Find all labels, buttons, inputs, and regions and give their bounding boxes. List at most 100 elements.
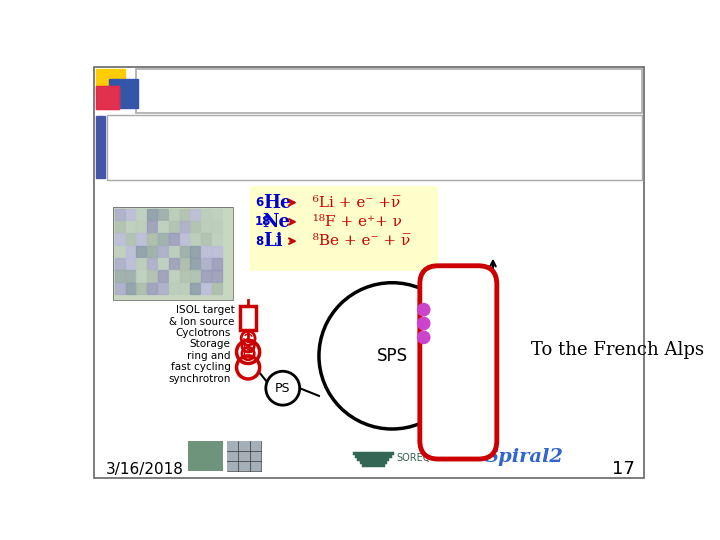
Bar <box>179 258 189 269</box>
Text: PS: PS <box>275 382 290 395</box>
Bar <box>96 69 125 96</box>
Bar <box>212 271 222 282</box>
Bar <box>227 441 261 471</box>
Bar <box>126 283 135 294</box>
Bar <box>190 233 200 245</box>
Text: He: He <box>263 194 291 212</box>
Bar <box>201 283 211 294</box>
Bar <box>212 283 222 294</box>
Bar <box>148 258 157 269</box>
Bar <box>168 258 179 269</box>
Bar <box>115 209 125 220</box>
Text: The β-beam Concept: The β-beam Concept <box>230 76 548 106</box>
Bar <box>115 283 125 294</box>
Bar <box>201 246 211 257</box>
Bar <box>168 221 179 233</box>
Circle shape <box>418 331 430 343</box>
Text: neutrino) beam directed at neutrino detectors via: neutrino) beam directed at neutrino dete… <box>113 139 526 158</box>
Bar <box>168 271 179 282</box>
Bar <box>212 233 222 245</box>
Text: Li: Li <box>263 232 282 250</box>
Bar <box>96 86 119 110</box>
Bar <box>115 271 125 282</box>
Bar <box>201 258 211 269</box>
Bar <box>158 283 168 294</box>
Bar <box>126 221 135 233</box>
Bar <box>137 271 146 282</box>
Text: 18: 18 <box>255 215 271 228</box>
Bar <box>137 209 146 220</box>
FancyBboxPatch shape <box>420 266 497 459</box>
Bar <box>250 186 438 271</box>
Bar <box>115 221 125 233</box>
Bar <box>188 441 222 471</box>
Bar <box>148 283 157 294</box>
Bar <box>212 221 222 233</box>
Bar <box>137 258 146 269</box>
Bar <box>158 221 168 233</box>
Bar <box>137 283 146 294</box>
Bar <box>148 246 157 257</box>
Text: To the French Alps: To the French Alps <box>531 341 703 359</box>
Circle shape <box>418 303 430 316</box>
Text: 3/16/2018: 3/16/2018 <box>106 462 184 477</box>
Bar <box>158 258 168 269</box>
Bar <box>115 258 125 269</box>
Bar <box>107 115 642 180</box>
Bar <box>179 246 189 257</box>
Bar <box>126 209 135 220</box>
Text: β decay of accelerated radioactive ions: β decay of accelerated radioactive ions <box>113 153 441 171</box>
Bar <box>190 258 200 269</box>
Bar <box>115 246 125 257</box>
Bar <box>179 209 189 220</box>
Bar <box>113 207 233 300</box>
Text: SPS: SPS <box>377 347 408 365</box>
Bar <box>168 283 179 294</box>
Bar <box>168 233 179 245</box>
Text: 17: 17 <box>612 460 634 478</box>
Bar <box>126 258 135 269</box>
Bar <box>126 246 135 257</box>
Bar <box>168 209 179 220</box>
Bar <box>201 221 211 233</box>
Bar <box>179 271 189 282</box>
Bar <box>113 207 233 300</box>
Bar <box>240 306 256 330</box>
Bar <box>126 233 135 245</box>
Text: Production of an intense collimated neutrino (anti: Production of an intense collimated neut… <box>113 126 526 144</box>
Bar <box>168 246 179 257</box>
Bar <box>148 271 157 282</box>
Bar <box>148 233 157 245</box>
Bar <box>96 86 119 110</box>
Bar <box>190 209 200 220</box>
Bar <box>190 221 200 233</box>
Bar <box>137 221 146 233</box>
Bar <box>96 117 105 178</box>
Bar <box>201 209 211 220</box>
Bar <box>212 246 222 257</box>
Bar <box>158 209 168 220</box>
Text: 6: 6 <box>255 196 264 209</box>
Bar <box>158 246 168 257</box>
Bar <box>158 233 168 245</box>
Bar <box>179 233 189 245</box>
Bar <box>212 209 222 220</box>
Text: ⁶Li + e⁻ +ν̅: ⁶Li + e⁻ +ν̅ <box>303 195 400 210</box>
Text: SOREQ: SOREQ <box>396 453 431 462</box>
Bar <box>190 246 200 257</box>
Bar <box>148 221 157 233</box>
Circle shape <box>418 318 430 330</box>
Bar <box>148 209 157 220</box>
Text: Cyclotrons
Storage
ring and
fast cycling
synchrotron: Cyclotrons Storage ring and fast cycling… <box>168 328 230 384</box>
Text: 8: 8 <box>255 234 264 248</box>
Bar <box>179 221 189 233</box>
Bar <box>137 246 146 257</box>
Text: ¹⁸F + e⁺+ ν: ¹⁸F + e⁺+ ν <box>303 215 402 229</box>
Bar <box>190 283 200 294</box>
Text: ISOL target
& Ion source: ISOL target & Ion source <box>169 305 234 327</box>
Bar <box>137 233 146 245</box>
Text: Decay
Ring: Decay Ring <box>437 354 472 376</box>
Bar <box>158 271 168 282</box>
Bar <box>201 271 211 282</box>
Text: Ne: Ne <box>263 213 291 231</box>
